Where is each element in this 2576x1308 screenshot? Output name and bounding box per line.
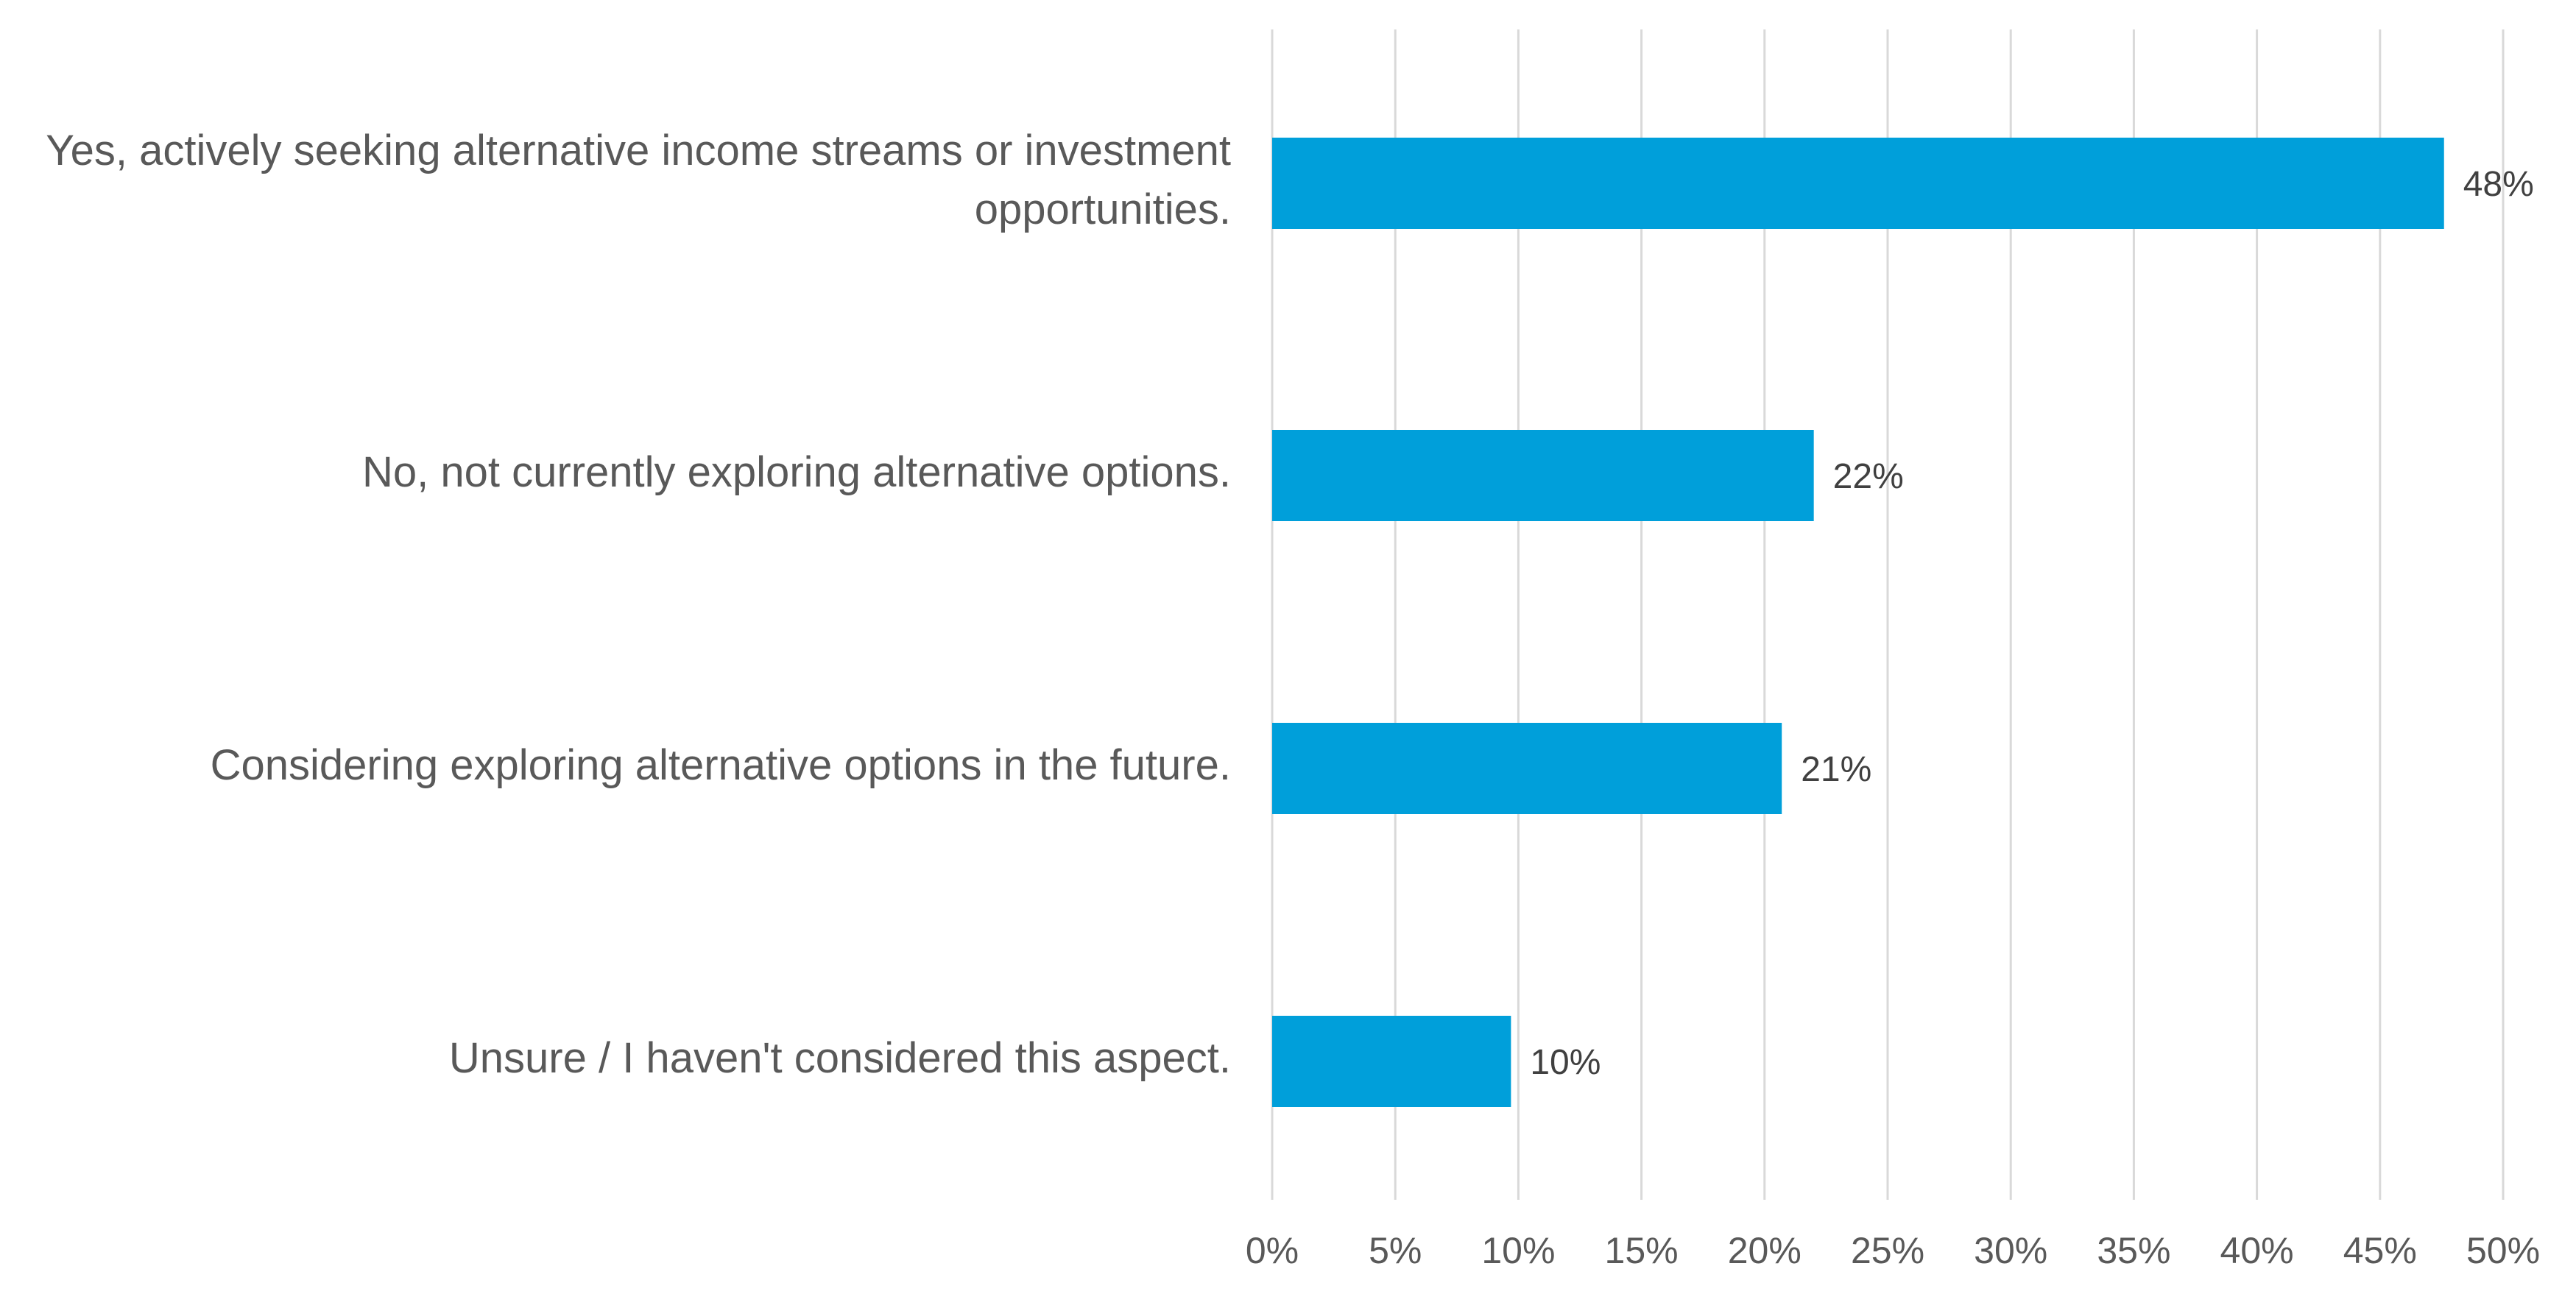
bar xyxy=(1272,1016,1511,1107)
x-tick-label: 15% xyxy=(1605,1230,1679,1271)
category-label: Yes, actively seeking alternative income… xyxy=(46,127,1231,233)
x-tick-label: 50% xyxy=(2466,1230,2540,1271)
data-label: 10% xyxy=(1530,1043,1601,1082)
category-label-row: Considering exploring alternative option… xyxy=(0,736,1231,795)
data-label: 48% xyxy=(2463,165,2534,204)
category-label: Considering exploring alternative option… xyxy=(210,741,1231,789)
x-tick-label: 0% xyxy=(1246,1230,1299,1271)
x-tick-label: 5% xyxy=(1369,1230,1422,1271)
x-tick-label: 35% xyxy=(2097,1230,2170,1271)
category-label: Unsure / I haven't considered this aspec… xyxy=(448,1034,1231,1082)
category-label: No, not currently exploring alternative … xyxy=(362,448,1231,496)
category-label-row: Unsure / I haven't considered this aspec… xyxy=(0,1029,1231,1088)
x-tick-label: 25% xyxy=(1851,1230,1924,1271)
x-tick-label: 10% xyxy=(1481,1230,1555,1271)
category-label-row: Yes, actively seeking alternative income… xyxy=(0,121,1231,239)
x-tick-label: 30% xyxy=(1974,1230,2047,1271)
bar xyxy=(1272,430,1814,521)
x-tick-label: 40% xyxy=(2220,1230,2294,1271)
bar xyxy=(1272,723,1782,814)
x-tick-label: 20% xyxy=(1728,1230,1802,1271)
data-label: 21% xyxy=(1801,750,1871,789)
x-tick-label: 45% xyxy=(2343,1230,2417,1271)
category-label-row: No, not currently exploring alternative … xyxy=(0,443,1231,502)
data-label: 22% xyxy=(1833,457,1904,496)
bar xyxy=(1272,138,2444,229)
